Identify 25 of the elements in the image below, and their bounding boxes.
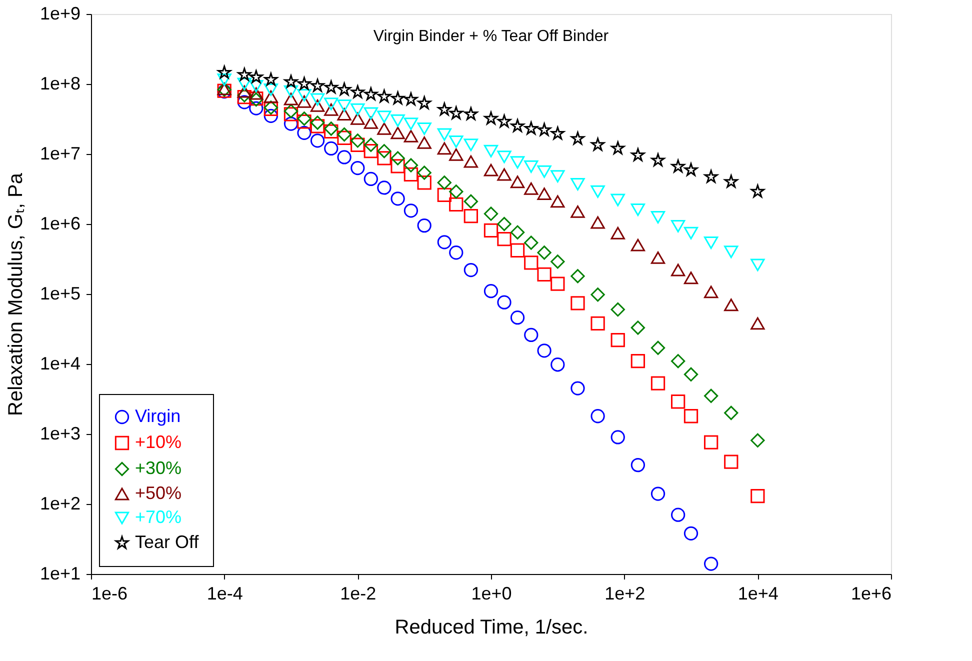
x-tick-label: 1e-2 xyxy=(340,584,376,604)
y-tick-label: 1e+6 xyxy=(40,214,80,234)
legend-label: Tear Off xyxy=(135,532,200,552)
x-tick-label: 1e-6 xyxy=(92,584,128,604)
x-tick-label: 1e+0 xyxy=(471,584,512,604)
x-tick-label: 1e+4 xyxy=(738,584,778,604)
y-axis-title: Relaxation Modulus, Gₜ, Pa xyxy=(4,172,27,416)
legend-label: +50% xyxy=(135,483,182,503)
legend-label: +30% xyxy=(135,458,182,478)
legend-label: +70% xyxy=(135,507,182,527)
x-axis-title: Reduced Time, 1/sec. xyxy=(394,616,588,638)
y-tick-label: 1e+7 xyxy=(40,144,80,164)
y-tick-label: 1e+9 xyxy=(40,4,80,24)
legend-label: Virgin xyxy=(135,406,181,426)
text: Virgin Binder + % Tear Off Binder xyxy=(373,28,610,45)
x-tick-label: 1e+6 xyxy=(850,584,892,604)
y-tick-label: 1e+8 xyxy=(40,74,80,94)
x-tick-label: 1e-4 xyxy=(206,584,243,604)
x-tick-label: 1e+2 xyxy=(604,584,646,604)
legend-label: +10% xyxy=(135,432,182,452)
y-tick-label: 1e+1 xyxy=(40,564,80,584)
y-tick-label: 1e+3 xyxy=(40,424,80,444)
y-tick-label: 1e+4 xyxy=(40,354,80,374)
y-tick-label: 1e+2 xyxy=(40,494,80,514)
y-tick-label: 1e+5 xyxy=(40,284,80,304)
